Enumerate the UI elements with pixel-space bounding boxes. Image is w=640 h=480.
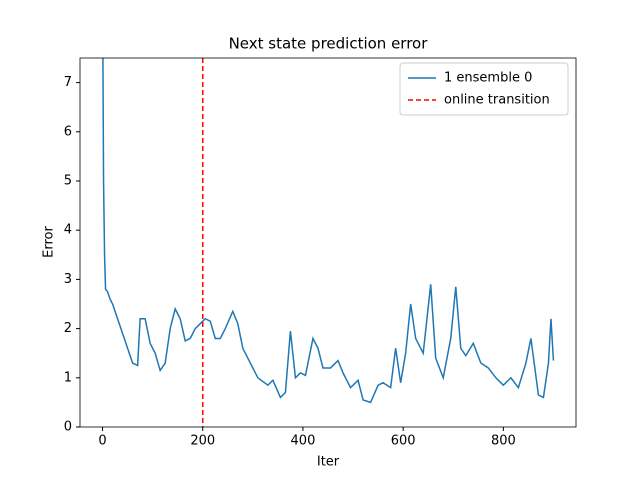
legend-label: 1 ensemble 0 xyxy=(444,71,532,86)
x-tick-label: 800 xyxy=(491,434,516,449)
x-axis-label: Iter xyxy=(317,455,340,470)
y-tick-label: 5 xyxy=(64,174,72,189)
legend-label: online transition xyxy=(444,93,550,108)
y-tick-label: 1 xyxy=(64,370,72,385)
y-tick-label: 2 xyxy=(64,321,72,336)
x-tick-label: 200 xyxy=(190,434,215,449)
x-tick-label: 600 xyxy=(391,434,416,449)
y-tick-label: 3 xyxy=(64,272,72,287)
y-tick-label: 4 xyxy=(64,223,72,238)
y-tick-label: 7 xyxy=(64,75,72,90)
x-tick-label: 0 xyxy=(98,434,106,449)
axes-frame xyxy=(79,57,577,428)
data-line xyxy=(102,58,555,404)
y-tick-label: 0 xyxy=(64,420,72,435)
y-tick-label: 6 xyxy=(64,124,72,139)
chart-title: Next state prediction error xyxy=(229,35,429,53)
y-axis-label: Error xyxy=(42,226,57,258)
legend-box xyxy=(399,62,569,116)
x-tick-label: 400 xyxy=(291,434,316,449)
